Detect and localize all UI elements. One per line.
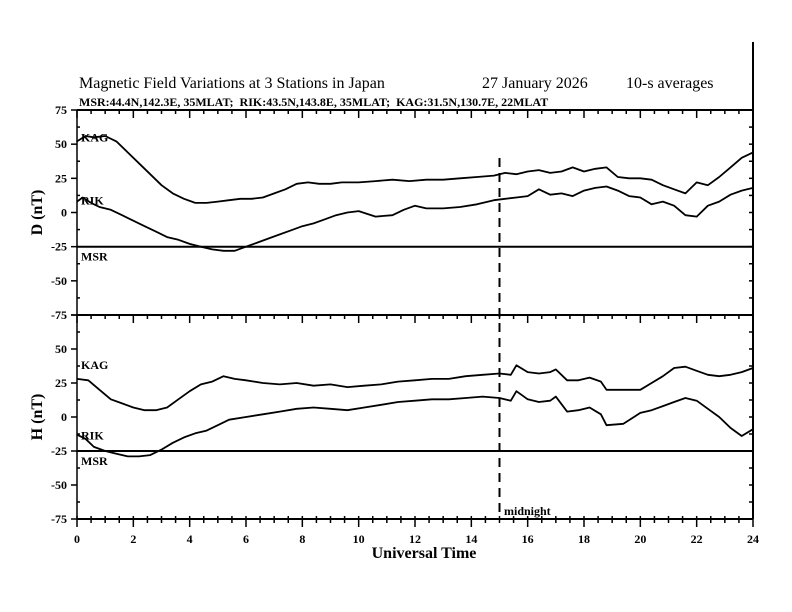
panel-0-y-tick-label: 25	[55, 171, 67, 185]
x-tick-label: 24	[747, 532, 759, 546]
series-line-rik	[76, 185, 754, 252]
x-tick-label: 12	[409, 532, 421, 546]
x-tick-label: 4	[187, 532, 193, 546]
x-tick-label: 22	[691, 532, 703, 546]
series-label-kag: KAG	[81, 358, 108, 372]
series-label-rik: RIK	[81, 429, 104, 443]
panel-1-y-tick-label: 50	[55, 342, 67, 356]
chart-date: 27 January 2026	[482, 75, 588, 92]
panel-0-y-axis-label: D (nT)	[29, 190, 46, 236]
chart-averaging: 10-s averages	[626, 75, 714, 92]
panel-0-y-tick-label: 75	[55, 103, 67, 117]
panel-1-y-tick-label: 0	[61, 410, 67, 424]
panel-0-y-tick-label: 50	[55, 137, 67, 151]
series-label-msr: MSR	[81, 454, 108, 468]
panel-0-y-tick-label: -25	[51, 240, 67, 254]
series-line-kag	[76, 135, 754, 204]
series-line-rik	[76, 390, 754, 458]
panel-1-y-tick-label: 25	[55, 376, 67, 390]
x-tick-label: 6	[243, 532, 249, 546]
panel-1-y-axis-label: H (nT)	[29, 394, 46, 441]
series-label-rik: RIK	[81, 194, 104, 208]
chart-subtitle: MSR:44.4N,142.3E, 35MLAT; RIK:43.5N,143.…	[79, 95, 548, 109]
panel-1-y-tick-label: -25	[51, 444, 67, 458]
x-tick-label: 2	[130, 532, 136, 546]
chart-title: Magnetic Field Variations at 3 Stations …	[79, 75, 385, 92]
x-tick-label: 16	[522, 532, 534, 546]
panel-1-y-tick-label: -75	[51, 512, 67, 526]
series-label-msr: MSR	[81, 250, 108, 264]
panel-0-y-tick-label: 0	[61, 206, 67, 220]
panel-1-y-tick-label: -50	[51, 478, 67, 492]
x-tick-label: 20	[634, 532, 646, 546]
series-line-kag	[76, 364, 754, 412]
x-tick-label: 14	[465, 532, 477, 546]
series-label-kag: KAG	[81, 130, 108, 144]
panel-0-y-tick-label: -50	[51, 274, 67, 288]
x-axis-label: Universal Time	[372, 545, 477, 562]
x-tick-label: 8	[299, 532, 305, 546]
x-tick-label: 18	[578, 532, 590, 546]
panel-0-y-tick-label: -75	[51, 308, 67, 322]
x-tick-label: 0	[74, 532, 80, 546]
x-tick-label: 10	[353, 532, 365, 546]
midnight-label: midnight	[504, 504, 551, 518]
